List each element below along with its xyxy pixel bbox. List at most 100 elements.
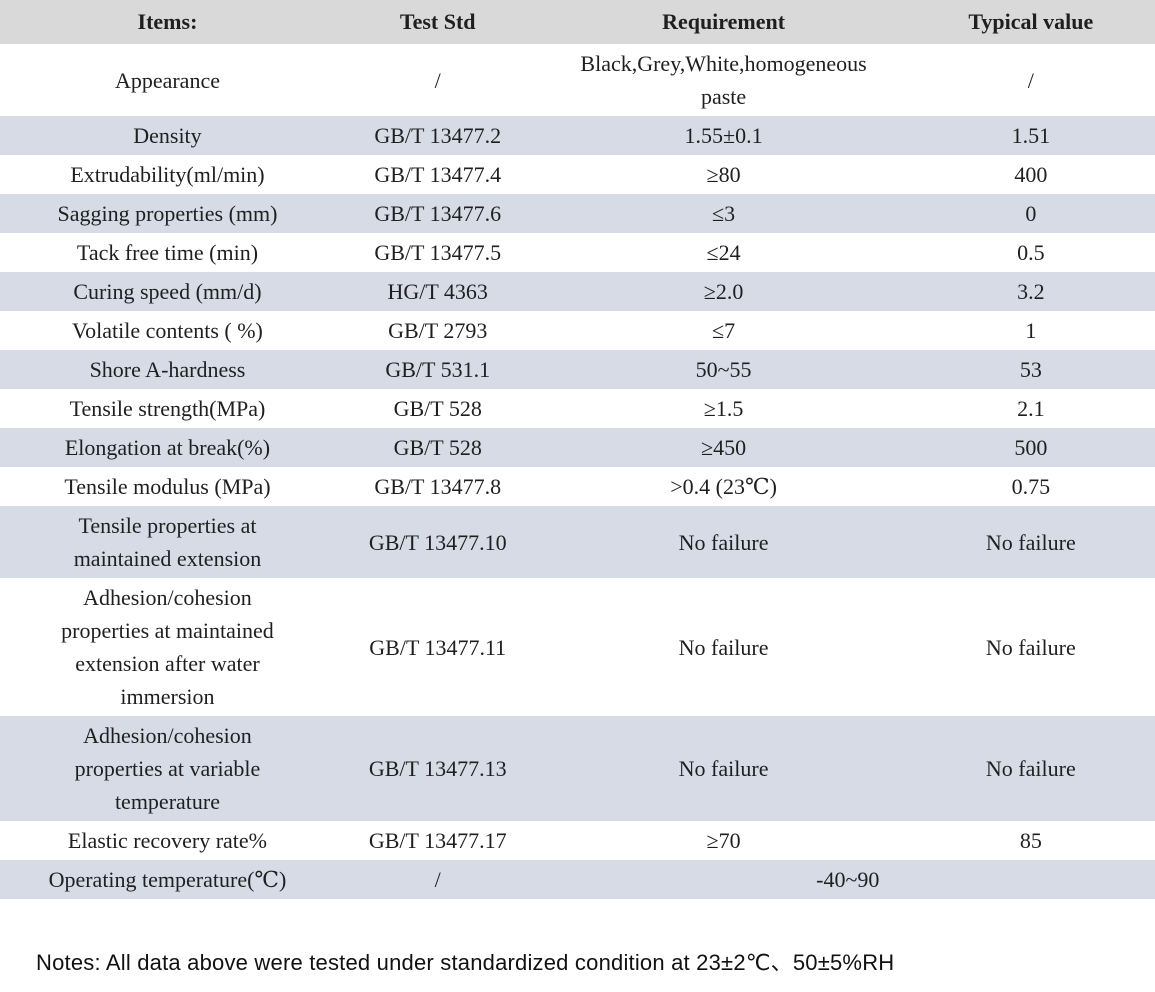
cell-text: Density	[133, 123, 202, 148]
cell-req: No failure	[540, 506, 907, 578]
cell-item: Curing speed (mm/d)	[0, 272, 335, 311]
cell-text: -40~90	[816, 867, 880, 892]
cell-std: GB/T 13477.17	[334, 821, 541, 860]
cell-text: ≥450	[701, 435, 747, 460]
cell-text: 0.5	[1017, 240, 1045, 265]
cell-text: Operating temperature(℃)	[48, 867, 287, 892]
table-row: Adhesion/cohesion properties at maintain…	[0, 578, 1155, 716]
cell-text: 1.55±0.1	[684, 123, 763, 148]
table-body: Appearance / Black,Grey,White,homogeneous …	[0, 44, 1155, 899]
cell-text: Shore A-hardness	[89, 357, 246, 382]
cell-text: Tensile properties at maintained extensi…	[73, 513, 262, 571]
cell-typ: No failure	[906, 506, 1155, 578]
cell-text: Tensile strength(MPa)	[69, 396, 266, 421]
cell-text: GB/T 13477.11	[369, 634, 507, 660]
cell-std: GB/T 13477.5	[334, 233, 541, 272]
header-items: Items:	[0, 0, 335, 44]
cell-typ: 1.51	[906, 116, 1155, 155]
cell-text: GB/T 13477.4	[374, 162, 502, 187]
cell-typ: 2.1	[906, 389, 1155, 428]
cell-req: ≥450	[540, 428, 907, 467]
cell-text: ≤7	[712, 318, 736, 343]
cell-text: No failure	[678, 756, 769, 781]
cell-text: GB/T 528	[393, 435, 482, 460]
cell-std: GB/T 531.1	[334, 350, 541, 389]
cell-std: HG/T 4363	[334, 272, 541, 311]
cell-text: GB/T 2793	[388, 318, 488, 343]
cell-text: 2.1	[1017, 396, 1045, 421]
cell-req: ≤24	[540, 233, 907, 272]
cell-item: Tensile properties at maintained extensi…	[0, 506, 335, 578]
cell-req: 1.55±0.1	[540, 116, 907, 155]
cell-typ: 0.5	[906, 233, 1155, 272]
cell-text: No failure	[985, 756, 1076, 781]
cell-item: Tensile strength(MPa)	[0, 389, 335, 428]
cell-text: 0.75	[1011, 474, 1051, 499]
cell-text: ≤3	[712, 201, 736, 226]
cell-text: ≥1.5	[703, 396, 744, 421]
table-row: Sagging properties (mm) GB/T 13477.6 ≤3 0	[0, 194, 1155, 233]
cell-text: GB/T 13477.5	[374, 240, 502, 265]
cell-typ: 3.2	[906, 272, 1155, 311]
table-row: Adhesion/cohesion properties at variable…	[0, 716, 1155, 821]
table-row: Elastic recovery rate% GB/T 13477.17 ≥70 85	[0, 821, 1155, 860]
cell-req: No failure	[540, 578, 907, 716]
cell-std: GB/T 13477.8	[334, 467, 541, 506]
cell-text: ≥80	[706, 162, 741, 187]
header-requirement: Requirement	[540, 0, 907, 44]
cell-std: GB/T 13477.13	[334, 716, 541, 821]
cell-typ: 500	[906, 428, 1155, 467]
table-row: Density GB/T 13477.2 1.55±0.1 1.51	[0, 116, 1155, 155]
cell-std: GB/T 13477.10	[334, 506, 541, 578]
cell-text: Elongation at break(%)	[64, 435, 271, 460]
cell-text: /	[434, 867, 441, 892]
cell-text: Volatile contents ( %)	[72, 318, 263, 343]
cell-text: 3.2	[1017, 279, 1045, 304]
cell-text: Black,Grey,White,homogeneous paste	[580, 51, 867, 109]
cell-req: ≥1.5	[540, 389, 907, 428]
cell-req: ≤7	[540, 311, 907, 350]
cell-item: Operating temperature(℃)	[0, 860, 335, 899]
cell-item: Density	[0, 116, 335, 155]
cell-text: 1	[1025, 318, 1037, 343]
cell-req: -40~90	[540, 860, 1155, 899]
cell-req: ≤3	[540, 194, 907, 233]
cell-req: Black,Grey,White,homogeneous paste	[540, 44, 907, 116]
cell-text: GB/T 13477.13	[368, 756, 507, 781]
cell-typ: 0	[906, 194, 1155, 233]
cell-item: Tack free time (min)	[0, 233, 335, 272]
header-typical-value: Typical value	[906, 0, 1155, 44]
cell-text: ≥2.0	[703, 279, 744, 304]
cell-text: GB/T 528	[393, 396, 482, 421]
cell-text: HG/T 4363	[387, 279, 488, 304]
cell-std: GB/T 13477.11	[334, 578, 541, 716]
table-row: Tensile strength(MPa) GB/T 528 ≥1.5 2.1	[0, 389, 1155, 428]
cell-text: 53	[1019, 357, 1042, 382]
cell-req: ≥80	[540, 155, 907, 194]
cell-item: Appearance	[0, 44, 335, 116]
cell-std: /	[334, 860, 541, 899]
cell-std: GB/T 528	[334, 428, 541, 467]
cell-std: /	[334, 44, 541, 116]
table-row: Volatile contents ( %) GB/T 2793 ≤7 1	[0, 311, 1155, 350]
cell-item: Tensile modulus (MPa)	[0, 467, 335, 506]
table-row: Elongation at break(%) GB/T 528 ≥450 500	[0, 428, 1155, 467]
header-row: Items: Test Std Requirement Typical valu…	[0, 0, 1155, 44]
cell-typ: No failure	[906, 716, 1155, 821]
table-row: Operating temperature(℃) / -40~90	[0, 860, 1155, 899]
cell-text: Tack free time (min)	[76, 240, 259, 265]
cell-text: GB/T 13477.2	[374, 123, 502, 148]
table-row: Tensile properties at maintained extensi…	[0, 506, 1155, 578]
cell-text: GB/T 13477.8	[374, 474, 502, 499]
table-header: Items: Test Std Requirement Typical valu…	[0, 0, 1155, 44]
cell-item: Elastic recovery rate%	[0, 821, 335, 860]
cell-typ: /	[906, 44, 1155, 116]
cell-typ: 53	[906, 350, 1155, 389]
cell-text: Adhesion/cohesion properties at variable…	[74, 723, 261, 814]
cell-text: GB/T 13477.10	[368, 529, 507, 555]
cell-text: Appearance	[114, 67, 220, 93]
cell-text: 400	[1014, 162, 1048, 187]
cell-text: Extrudability(ml/min)	[70, 162, 265, 187]
table-row: Extrudability(ml/min) GB/T 13477.4 ≥80 400	[0, 155, 1155, 194]
cell-text: GB/T 13477.6	[374, 201, 502, 226]
